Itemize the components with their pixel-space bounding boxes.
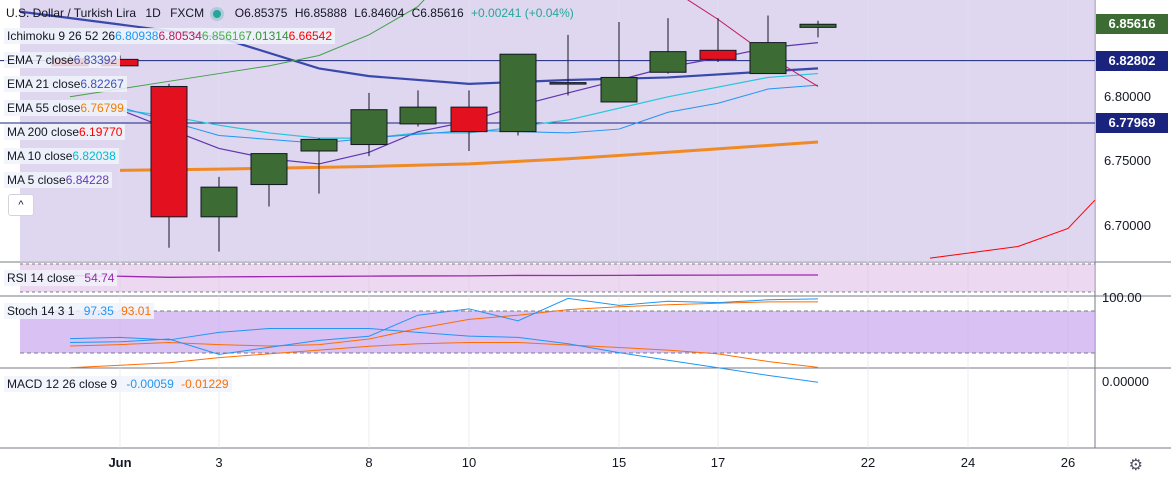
- price-tag: 6.82802: [1096, 50, 1168, 71]
- candle-body: [499, 53, 537, 133]
- candle-body: [649, 51, 687, 73]
- symbol-legend: U.S. Dollar / Turkish Lira 1D FXCM O6.85…: [6, 5, 574, 21]
- legend-ema55-label: EMA 55 close: [7, 101, 81, 115]
- candle-body: [399, 106, 437, 125]
- candle-body: [250, 153, 288, 186]
- price-axis-tick: 6.75000: [1104, 153, 1151, 169]
- price-axis-tick: 6.80000: [1104, 88, 1151, 104]
- ma10-line: [119, 72, 819, 139]
- rsi-legend: RSI 14 close 54.74: [4, 270, 118, 286]
- macd-signal-line: [69, 341, 819, 369]
- stoch-d-value: 93.01: [121, 304, 152, 318]
- legend-ichimoku-value: 6.66542: [288, 29, 333, 43]
- macd-label: MACD 12 26 close 9: [7, 377, 118, 391]
- legend-ichimoku-value: 7.01314: [245, 29, 289, 43]
- stoch-band: [20, 311, 1095, 353]
- price-tag: 6.85616: [1096, 14, 1168, 35]
- rsi-value: 54.74: [84, 271, 115, 285]
- macd-axis-tick: 0.00000: [1102, 374, 1149, 389]
- candle-body: [150, 85, 188, 218]
- legend-ichimoku-value: 6.80938: [115, 29, 159, 43]
- legend-ma10-label: MA 10 close: [7, 149, 73, 163]
- legend-ma200: MA 200 close6.19770: [4, 124, 126, 140]
- senkou-b-line: [929, 199, 1096, 259]
- rsi-line: [69, 274, 819, 278]
- ohlc-open: O6.85375: [234, 6, 288, 20]
- gear-icon[interactable]: ⚙: [1128, 457, 1143, 474]
- legend-ema7-label: EMA 7 close: [7, 53, 74, 67]
- rsi-label: RSI 14 close: [7, 271, 76, 285]
- time-axis-label: 3: [215, 455, 223, 470]
- legend-ma10-value: 6.82038: [72, 149, 116, 163]
- legend-ma5: MA 5 close6.84228: [4, 172, 113, 188]
- legend-ema7: EMA 7 close6.83392: [4, 52, 121, 68]
- legend-ichimoku-value: 6.80534: [158, 29, 202, 43]
- stoch-k-line: [69, 297, 819, 355]
- ohlc-change: +0.00241 (+0.04%): [471, 6, 574, 20]
- time-axis-label: 17: [710, 455, 726, 470]
- collapse-legend-button[interactable]: ^: [8, 194, 34, 216]
- legend-ma200-label: MA 200 close: [7, 125, 80, 139]
- legend-ma10: MA 10 close6.82038: [4, 148, 119, 164]
- time-axis-label: 26: [1060, 455, 1076, 470]
- legend-ema55-value: 6.76799: [80, 101, 124, 115]
- candle-body: [200, 186, 238, 218]
- chikou-line: [69, 0, 425, 98]
- legend-ichimoku-value: 6.85616: [201, 29, 246, 43]
- symbol-title: U.S. Dollar / Turkish Lira: [6, 6, 137, 20]
- time-axis-label: 15: [611, 455, 627, 470]
- legend-ma5-value: 6.84228: [65, 173, 110, 187]
- ohlc-close: C6.85616: [411, 6, 464, 20]
- stoch-k-value: 97.35: [83, 304, 114, 318]
- time-axis-label: Jun: [108, 455, 132, 470]
- macd-value: -0.00059: [126, 377, 174, 391]
- legend-ichimoku: Ichimoku 9 26 52 266.809386.805346.85616…: [4, 28, 336, 44]
- legend-ema7-value: 6.83392: [73, 53, 118, 67]
- candle-body: [799, 23, 837, 28]
- stoch-label: Stoch 14 3 1: [7, 304, 75, 318]
- candle-body: [300, 138, 338, 152]
- legend-ema21-label: EMA 21 close: [7, 77, 81, 91]
- macd-legend: MACD 12 26 close 9 -0.00059 -0.01229: [4, 376, 232, 392]
- macd-signal-value: -0.01229: [181, 377, 229, 391]
- candle-body: [549, 82, 587, 85]
- ohlc-high: H6.85888: [294, 6, 347, 20]
- legend-ema55: EMA 55 close6.76799: [4, 100, 127, 116]
- interval-label: 1D: [145, 6, 161, 20]
- market-status-icon: [213, 9, 222, 18]
- time-axis-label: 22: [860, 455, 876, 470]
- legend-ema21: EMA 21 close6.82267: [4, 76, 127, 92]
- legend-ema21-value: 6.82267: [80, 77, 124, 91]
- legend-ma200-value: 6.19770: [79, 125, 123, 139]
- ohlc-low: L6.84604: [354, 6, 405, 20]
- price-tag: 6.77969: [1096, 113, 1168, 133]
- candle-body: [350, 109, 388, 146]
- rsi-band: [20, 264, 1095, 292]
- legend-ichimoku-label: Ichimoku 9 26 52 26: [7, 29, 116, 43]
- candle-body: [600, 76, 638, 103]
- time-axis-label: 8: [365, 455, 373, 470]
- stoch-legend: Stoch 14 3 1 97.35 93.01: [4, 303, 155, 319]
- legend-ma5-label: MA 5 close: [7, 173, 66, 187]
- stoch-d-line: [69, 301, 819, 347]
- kijun-line: [119, 84, 819, 144]
- time-axis-label: 10: [461, 455, 477, 470]
- stoch-axis-tick: 100.00: [1102, 290, 1142, 305]
- exchange-label: FXCM: [170, 6, 205, 20]
- candle-body: [699, 49, 737, 60]
- time-axis-label: 24: [960, 455, 976, 470]
- candle-body: [749, 42, 787, 75]
- candle-body: [450, 106, 488, 133]
- price-axis-tick: 6.70000: [1104, 217, 1151, 233]
- macd-line: [69, 328, 819, 383]
- tenkan-line: [687, 0, 819, 87]
- ema55-line: [119, 140, 819, 172]
